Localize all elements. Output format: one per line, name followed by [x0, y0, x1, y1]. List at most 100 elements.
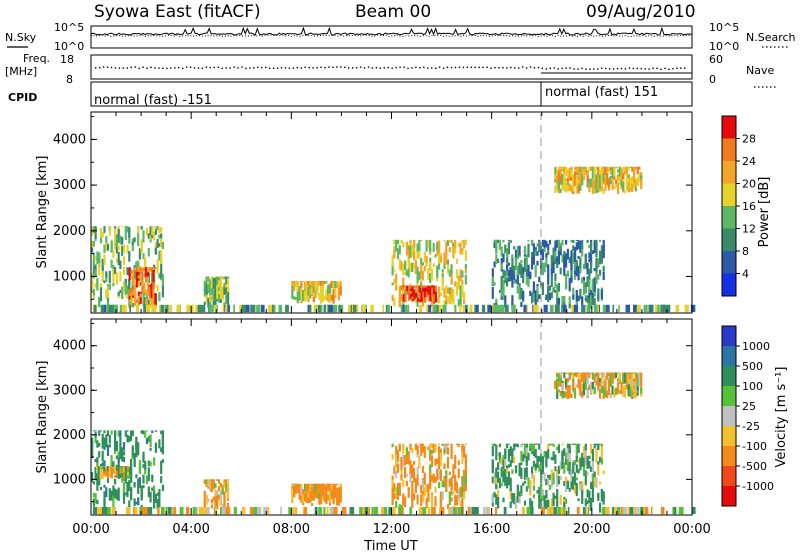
echo-cell [137, 267, 140, 272]
echo-cell [398, 244, 401, 255]
echo-cell [423, 265, 426, 272]
echo-cell [158, 439, 161, 449]
echo-cell [570, 372, 573, 376]
echo-cell [634, 166, 637, 170]
echo-cell [522, 482, 525, 486]
echo-cell [359, 507, 363, 515]
echo-cell [409, 443, 412, 451]
y-tick-label: 1000 [53, 472, 86, 487]
y-tick-label: 2000 [53, 428, 86, 443]
echo-cell [119, 304, 123, 313]
echo-cell [99, 472, 102, 480]
echo-cell [311, 281, 314, 286]
echo-cell [218, 479, 221, 484]
freq-point [118, 67, 121, 69]
echo-cell [497, 489, 500, 498]
echo-cell [522, 443, 525, 445]
echo-cell [461, 283, 464, 298]
echo-cell [506, 264, 509, 271]
echo-cell [272, 304, 274, 313]
echo-cell [420, 285, 423, 288]
echo-cell [133, 265, 136, 280]
echo-cell [416, 494, 419, 502]
echo-cell [455, 269, 459, 279]
echo-cell [547, 476, 550, 486]
echo-cell [203, 288, 206, 297]
echo-cell [491, 276, 494, 285]
echo-cell [434, 477, 437, 483]
freq-point [605, 67, 607, 70]
echo-cell [572, 252, 575, 264]
echo-cell [161, 430, 164, 445]
freq-point [399, 66, 401, 68]
echo-cell [409, 473, 412, 483]
freq-point [249, 67, 251, 69]
echo-cell [604, 166, 607, 169]
echo-cell [570, 256, 573, 270]
echo-cell [493, 282, 496, 286]
echo-cell [613, 166, 616, 177]
colorbar-tick-label: 25 [742, 400, 756, 413]
echo-cell [225, 483, 228, 490]
echo-cell [126, 434, 129, 443]
echo-cell [504, 448, 507, 460]
echo-cell [421, 262, 425, 266]
echo-cell [581, 499, 584, 504]
echo-cell [579, 258, 582, 269]
echo-cell [500, 482, 503, 487]
echo-cell [334, 281, 337, 289]
freq-point [577, 68, 579, 70]
echo-cell [124, 226, 127, 240]
echo-cell [406, 285, 409, 292]
echo-cell [391, 487, 394, 495]
echo-cell [568, 447, 571, 453]
echo-cell [423, 487, 426, 497]
echo-cell [391, 298, 394, 302]
echo-cell [593, 298, 596, 308]
echo-cell [572, 372, 575, 380]
echo-cell [536, 291, 539, 297]
freq-point [205, 66, 208, 68]
echo-cell [502, 455, 505, 461]
echo-cell [529, 290, 532, 297]
echo-cell [135, 501, 138, 505]
echo-cell [443, 483, 446, 488]
echo-cell [570, 188, 573, 193]
echo-cell [581, 391, 584, 395]
echo-cell [137, 226, 140, 233]
echo-cell [565, 456, 568, 465]
freq-point [435, 67, 437, 69]
freq-point [549, 67, 551, 69]
echo-cell [265, 507, 270, 515]
echo-cell [586, 472, 589, 476]
echo-cell [416, 474, 419, 487]
echo-cell [102, 304, 106, 313]
echo-cell [312, 287, 315, 293]
echo-cell [391, 262, 394, 276]
echo-cell [119, 271, 122, 282]
echo-cell [105, 241, 108, 251]
echo-cell [561, 443, 564, 446]
echo-cell [438, 446, 441, 460]
echo-cell [616, 378, 620, 382]
echo-cell [117, 430, 120, 437]
echo-cell [318, 507, 322, 515]
echo-cell [402, 241, 405, 248]
echo-cell [144, 430, 147, 438]
echo-cell [527, 477, 530, 489]
echo-cell [534, 304, 539, 313]
echo-cell [103, 280, 106, 284]
echo-cell [325, 281, 328, 284]
echo-cell [509, 501, 512, 509]
echo-cell [553, 507, 557, 515]
echo-cell [327, 483, 330, 487]
echo-cell [581, 481, 584, 490]
echo-cell [618, 166, 621, 177]
echo-cell [635, 304, 637, 313]
echo-cell [566, 372, 569, 374]
freq-point [95, 67, 97, 69]
echo-cell [152, 297, 155, 307]
echo-cell [330, 485, 333, 490]
echo-cell [556, 284, 559, 299]
